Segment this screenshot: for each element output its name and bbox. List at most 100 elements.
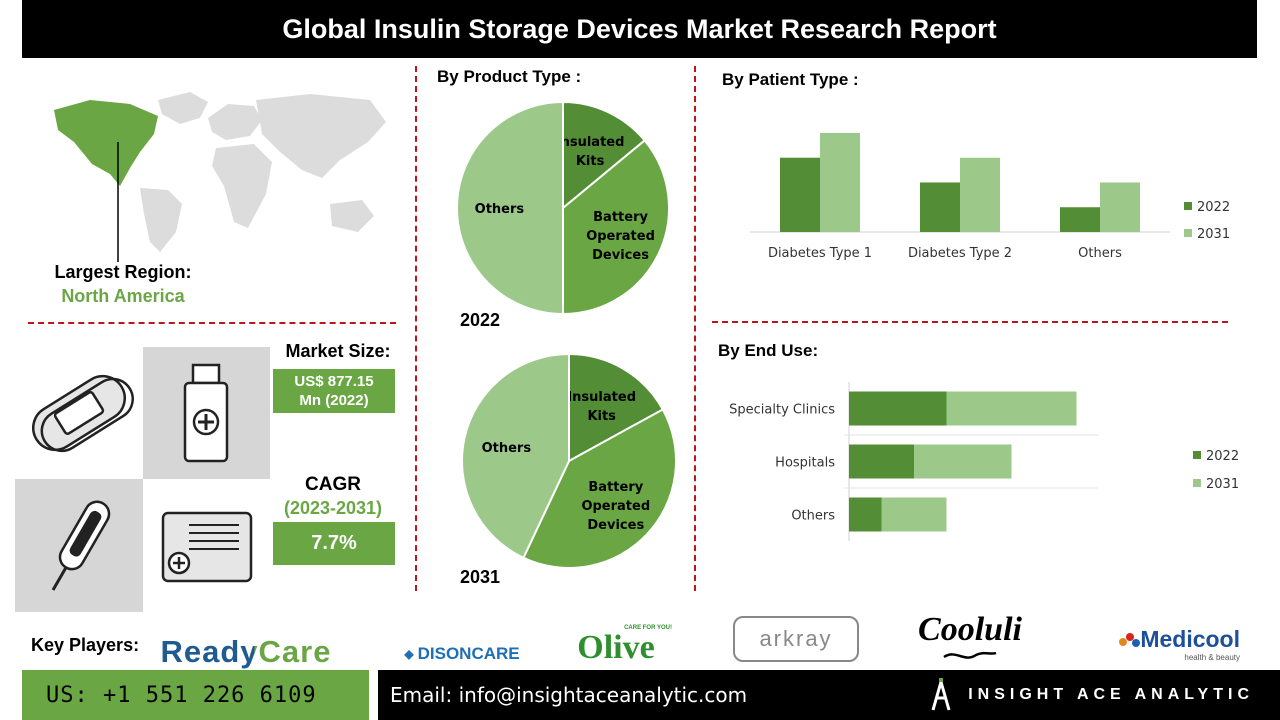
diamond-icon: ◆ <box>404 647 414 661</box>
medicool-tagline: health & beauty <box>1184 653 1240 662</box>
pie-slice-label-1: Battery Operated Devices <box>581 480 650 533</box>
cagr-period: (2023-2031) <box>283 498 383 518</box>
enduse-bar-2022-1 <box>849 444 914 479</box>
south-america-shape <box>140 188 182 252</box>
pie-2022-caption: 2022 <box>460 310 501 330</box>
africa-shape <box>212 144 272 228</box>
enduse-bar-2031-1 <box>914 444 1012 479</box>
cagr-label: CAGR <box>305 474 361 495</box>
product-type-heading: By Product Type : <box>437 67 582 86</box>
pie-slice-label-2: Others <box>482 441 532 456</box>
readycare-logo-text: ReadyCare <box>160 634 332 669</box>
arkray-logo-text: arkray <box>759 626 833 651</box>
enduse-bar-2031-0 <box>946 391 1077 426</box>
map-continents <box>140 92 386 252</box>
pie-slice-1 <box>562 139 670 316</box>
patient-bar-2022-1 <box>920 182 960 232</box>
market-size-value-line2: Mn (2022) <box>299 392 369 409</box>
cooluli-logo: Cooluli <box>908 606 1032 668</box>
cagr-value: 7.7% <box>311 532 357 554</box>
medicool-logo: Medicool health & beauty <box>1096 624 1240 664</box>
thermometer-icon <box>51 500 111 591</box>
pie-slice-1 <box>522 408 677 569</box>
contact-bar: Email: info@insightaceanalytic.com INSIG… <box>378 670 1280 720</box>
patient-legend-label-2031: 2031 <box>1197 227 1230 242</box>
market-size-label: Market Size: <box>285 341 391 361</box>
olive-logo-text: Olive <box>577 629 655 666</box>
largest-region-value: North America <box>61 286 185 306</box>
patient-legend-swatch-2022 <box>1184 202 1192 210</box>
patient-category-label-2: Others <box>1078 246 1122 261</box>
divider-vertical-left <box>415 66 417 591</box>
divider-vertical-right <box>694 66 696 591</box>
pie-slice-2 <box>456 100 564 316</box>
pie-2031-caption: 2031 <box>460 567 501 587</box>
pie-chart-2022: Insulated Kits Battery Operated Devices Other… <box>456 100 670 316</box>
enduse-category-label-2: Others <box>791 509 835 524</box>
enduse-category-label-1: Hospitals <box>775 456 835 471</box>
patient-bar-2031-2 <box>1100 182 1140 232</box>
cagr-value-box: 7.7% <box>273 522 395 565</box>
olive-logo: CARE FOR YOU! Olive <box>560 620 672 670</box>
pie-chart-2031: Insulated Kits Battery Operated Devices Other… <box>461 352 677 569</box>
medicool-logo-text: Medicool <box>1140 626 1240 652</box>
enduse-category-label-0: Specialty Clinics <box>729 403 835 418</box>
enduse-legend-label-2022: 2022 <box>1206 449 1239 464</box>
phone-number[interactable]: US: +1 551 226 6109 <box>46 682 317 708</box>
disoncare-logo: ◆ DISONCARE <box>392 642 532 666</box>
divider-left <box>28 322 396 324</box>
patient-bar-2022-0 <box>780 157 820 232</box>
medicool-dots-icon <box>1119 632 1141 647</box>
pie-slice-label-1: Battery Operated Devices <box>586 210 655 263</box>
readycare-logo: ReadyCare <box>152 630 340 674</box>
bandage-icon <box>32 374 134 453</box>
pie-slice-label-0: Insulated Kits <box>556 135 625 169</box>
pie-slice-0 <box>562 100 647 211</box>
medicine-bottle-icon <box>183 363 229 463</box>
patient-type-chart: Diabetes Type 1 Diabetes Type 2 Others 2022… <box>750 132 1230 261</box>
olive-tagline: CARE FOR YOU! <box>624 625 672 631</box>
icon-tile-bandage <box>15 347 143 479</box>
patient-category-label-1: Diabetes Type 2 <box>908 246 1012 261</box>
brand-block: INSIGHT ACE ANALYTIC <box>930 678 1254 712</box>
patient-bar-2022-2 <box>1060 207 1100 232</box>
enduse-legend-swatch-2022 <box>1193 451 1201 459</box>
australia-shape <box>330 200 374 232</box>
page-title: Global Insulin Storage Devices Market Re… <box>282 13 997 44</box>
patient-bar-2031-1 <box>960 157 1000 232</box>
enduse-bar-2031-2 <box>881 497 947 532</box>
market-size-value-line1: US$ 877.15 <box>294 373 374 390</box>
largest-region-label: Largest Region: <box>54 262 192 282</box>
insight-ace-logo-icon <box>931 678 951 711</box>
disoncare-logo-text: DISONCARE <box>417 644 520 663</box>
phone-bar: US: +1 551 226 6109 <box>22 670 369 720</box>
pie-slice-2 <box>461 352 570 560</box>
icon-tile-medicine <box>143 347 270 479</box>
patient-category-label-0: Diabetes Type 1 <box>768 246 872 261</box>
wave-icon <box>943 651 997 659</box>
key-players-label: Key Players: <box>31 635 140 655</box>
end-use-chart: Specialty Clinics Hospitals Others 2022 2031 <box>729 382 1239 541</box>
asia-shape <box>256 94 386 178</box>
market-size-box: US$ 877.15 Mn (2022) <box>273 369 395 413</box>
enduse-legend-label-2031: 2031 <box>1206 477 1239 492</box>
arkray-logo: arkray <box>733 616 859 662</box>
email-address[interactable]: Email: info@insightaceanalytic.com <box>390 683 748 707</box>
enduse-legend-swatch-2031 <box>1193 479 1201 487</box>
pie-slice-label-0: Insulated Kits <box>567 390 636 424</box>
north-america-shape <box>54 100 158 186</box>
medical-kit-icon <box>161 511 253 583</box>
enduse-bar-2022-0 <box>849 391 947 426</box>
divider-right <box>712 321 1228 323</box>
world-map <box>54 92 386 262</box>
brand-name: INSIGHT ACE ANALYTIC <box>968 686 1254 703</box>
icon-tile-thermometer <box>15 479 143 612</box>
enduse-bar-2022-2 <box>849 497 882 532</box>
pie-slice-label-2: Others <box>475 202 525 217</box>
patient-bar-2031-0 <box>820 132 860 232</box>
end-use-heading: By End Use: <box>718 341 819 360</box>
icon-tile-kit <box>143 479 270 612</box>
title-bar: Global Insulin Storage Devices Market Re… <box>22 0 1257 58</box>
greenland-shape <box>158 92 208 124</box>
patient-type-heading: By Patient Type : <box>722 70 859 89</box>
